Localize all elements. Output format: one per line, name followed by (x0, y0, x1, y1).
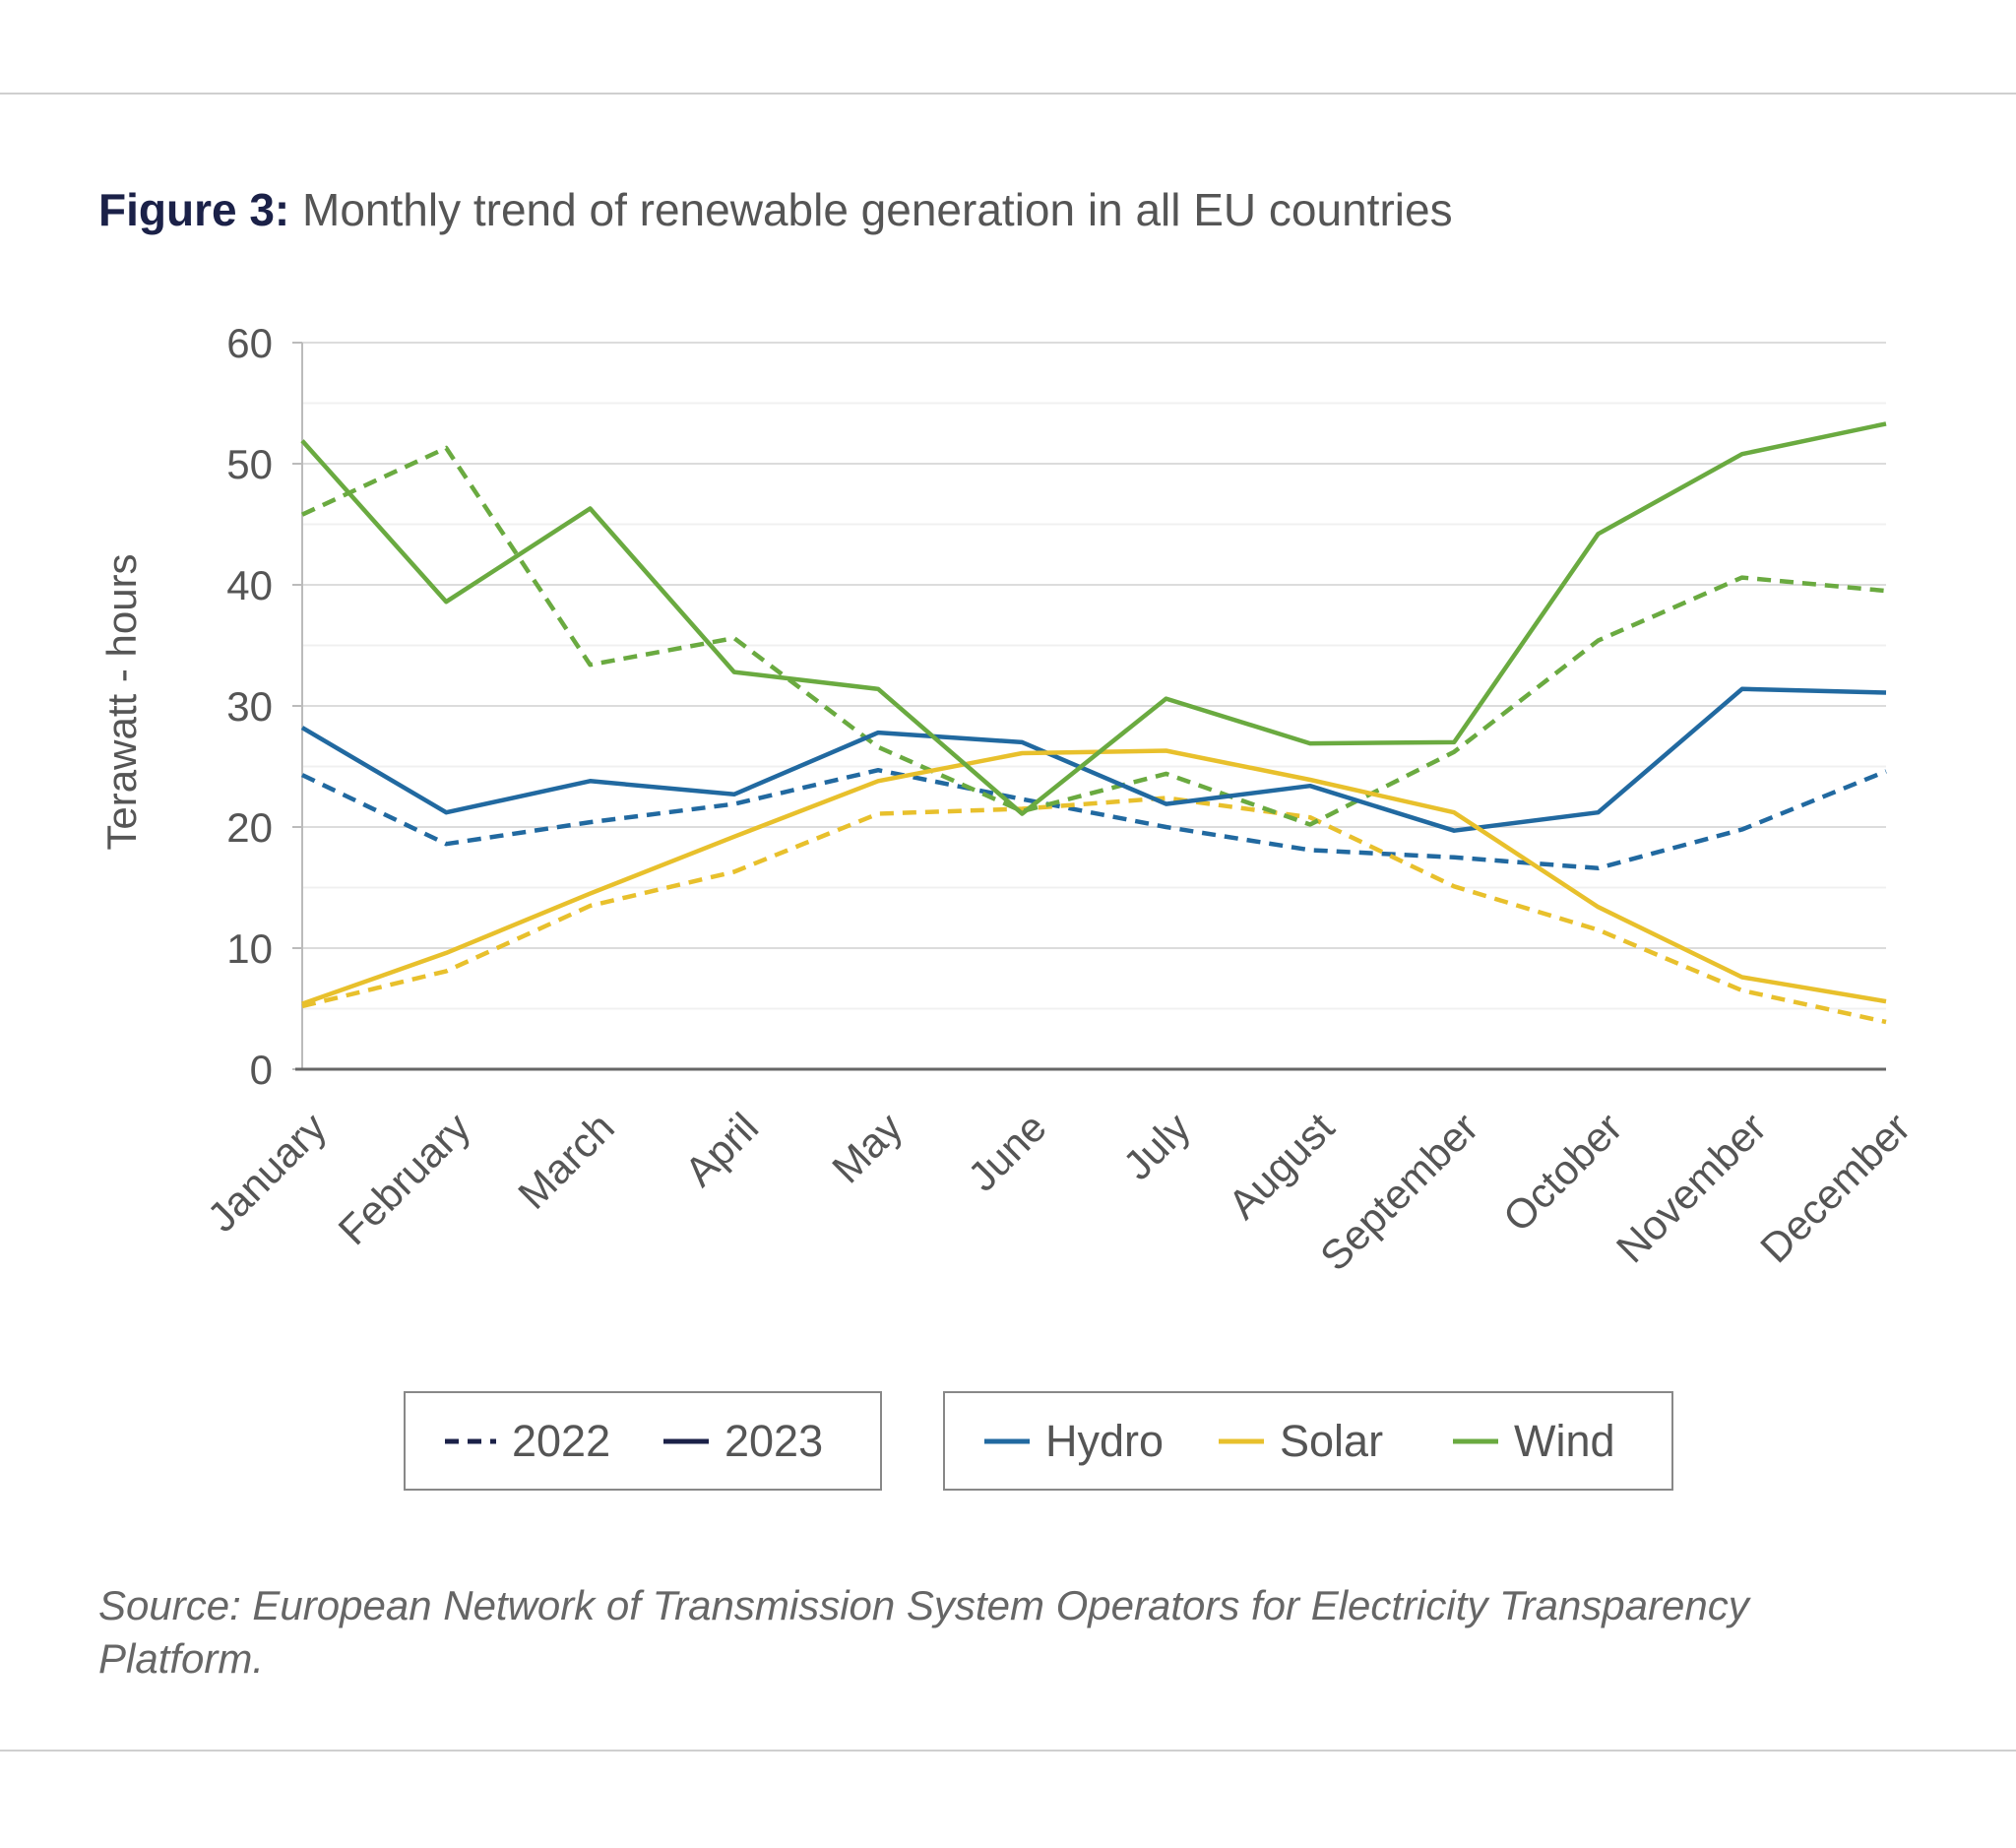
x-tick-label: January (198, 1104, 335, 1241)
chart-grid (302, 342, 1886, 1010)
x-tick-label: August (1220, 1104, 1344, 1228)
series-line-wind-2023 (300, 421, 1887, 816)
legend-item-hydro: Hydro (982, 1393, 1164, 1489)
figure-label: Figure 3: (98, 184, 290, 235)
y-axis-label: Terawatt - hours (98, 553, 145, 850)
series-line-hydro-2023 (300, 686, 1887, 833)
y-tick-label: 20 (226, 804, 273, 851)
y-tick-labels: 0 10 20 30 40 50 60 (226, 320, 273, 1093)
x-tick-label: November (1607, 1104, 1775, 1271)
wind-line-icon (1453, 1438, 1498, 1443)
y-tick-label: 10 (226, 925, 273, 972)
hydro-line-icon (984, 1438, 1030, 1443)
legend-label-solar: Solar (1280, 1415, 1384, 1466)
legend-types: Hydro Solar Wind (943, 1391, 1673, 1491)
series-line-wind-2022 (301, 445, 1887, 827)
y-tick-label: 40 (226, 562, 273, 608)
series-line-solar-2023 (301, 748, 1887, 1006)
series-line-solar-2022 (301, 796, 1887, 1025)
chart-series (300, 421, 1887, 1025)
x-tick-label: December (1751, 1104, 1919, 1271)
x-tick-label: March (509, 1104, 623, 1218)
chart-axes (292, 342, 1886, 1071)
legend-item-wind: Wind (1451, 1393, 1615, 1489)
x-tick-label: July (1114, 1104, 1199, 1188)
y-tick-label: 50 (226, 441, 273, 487)
legend-label-hydro: Hydro (1045, 1415, 1165, 1466)
figure-title: Figure 3: Monthly trend of renewable gen… (98, 183, 1453, 236)
legend-label-2023: 2023 (724, 1415, 824, 1466)
series-line-hydro-2022 (301, 767, 1887, 871)
solar-line-icon (1219, 1438, 1264, 1443)
x-tick-label: February (330, 1104, 479, 1253)
x-tick-label: May (823, 1104, 911, 1191)
figure-title-text: Monthly trend of renewable generation in… (302, 184, 1453, 235)
bottom-divider (0, 1750, 2016, 1752)
legend-label-wind: Wind (1514, 1415, 1615, 1466)
x-tick-label: June (959, 1104, 1055, 1200)
x-tick-label: April (676, 1104, 768, 1195)
x-tick-label: October (1494, 1104, 1631, 1241)
y-tick-label: 30 (226, 683, 273, 730)
y-tick-label: 60 (226, 320, 273, 366)
legend-label-2022: 2022 (512, 1415, 611, 1466)
legend-years: 2022 2023 (404, 1391, 882, 1491)
top-divider (0, 93, 2016, 95)
x-tick-label: September (1311, 1104, 1487, 1280)
legend-item-solar: Solar (1217, 1393, 1383, 1489)
legend-item-2022: 2022 (443, 1393, 610, 1489)
dashed-line-icon (445, 1438, 496, 1443)
y-tick-label: 0 (250, 1047, 273, 1093)
solid-line-icon (663, 1438, 709, 1443)
source-note: Source: European Network of Transmission… (98, 1582, 1749, 1682)
legend-item-2023: 2023 (662, 1393, 823, 1489)
